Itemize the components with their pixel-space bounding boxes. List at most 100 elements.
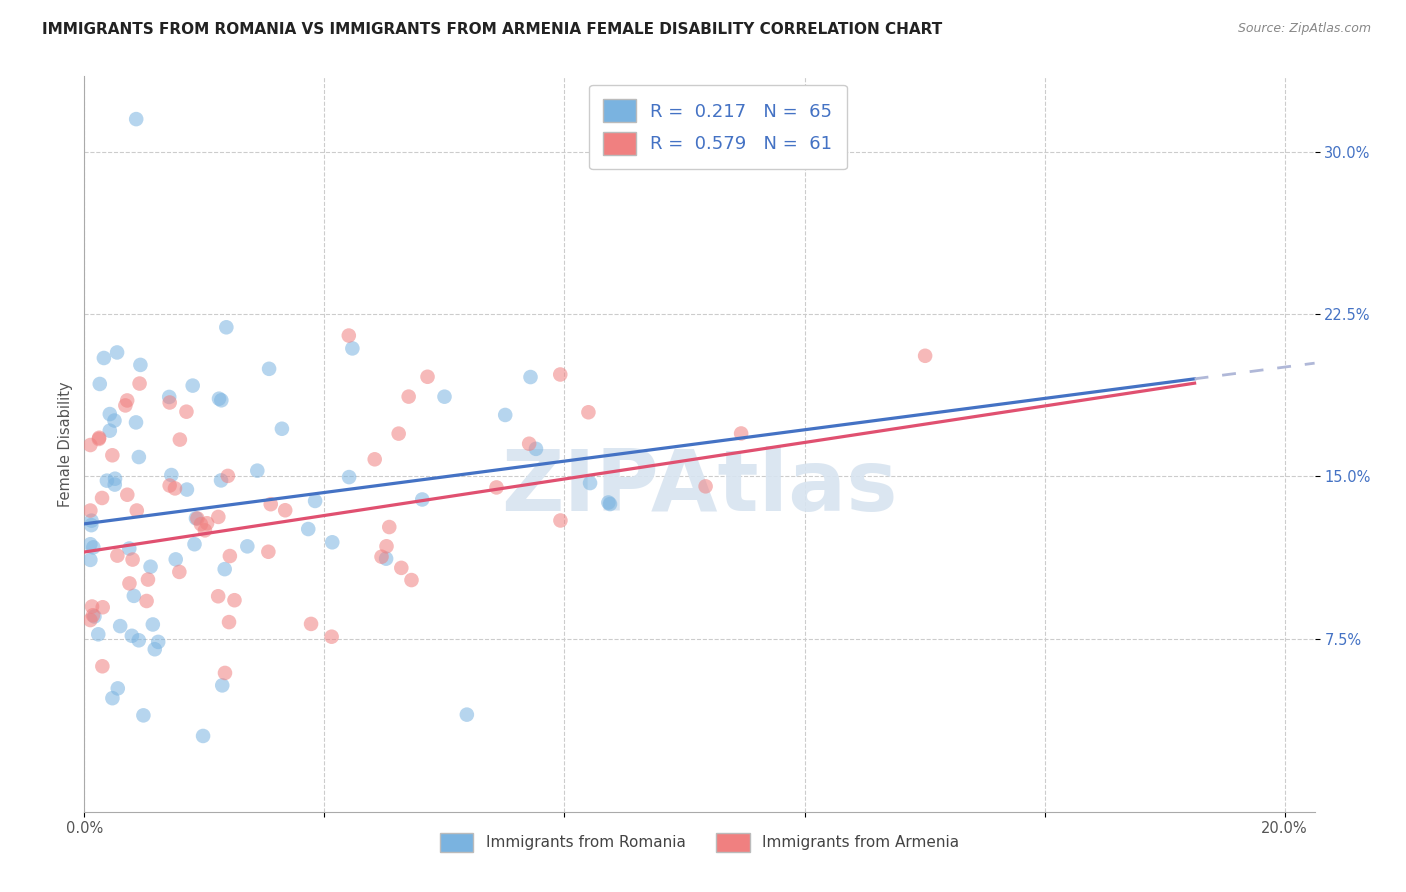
Point <box>186 511 208 525</box>
Point <box>598 495 620 509</box>
Point <box>218 549 240 563</box>
Point <box>139 559 162 574</box>
Point <box>214 562 236 576</box>
Point <box>207 510 229 524</box>
Point <box>79 613 101 627</box>
Point <box>103 413 125 427</box>
Point <box>91 659 114 673</box>
Point <box>87 627 110 641</box>
Point <box>191 729 214 743</box>
Point <box>218 615 240 629</box>
Point <box>207 589 229 603</box>
Point <box>125 112 148 127</box>
Point <box>209 393 232 408</box>
Y-axis label: Female Disability: Female Disability <box>58 381 73 507</box>
Point <box>118 576 141 591</box>
Point <box>128 450 150 464</box>
Point <box>209 474 232 488</box>
Point <box>105 345 128 359</box>
Point <box>401 573 423 587</box>
Point <box>79 537 101 551</box>
Point <box>211 678 233 692</box>
Point <box>181 378 204 392</box>
Point <box>117 488 139 502</box>
Point <box>82 608 104 623</box>
Point <box>105 549 128 563</box>
Point <box>82 541 104 555</box>
Point <box>321 630 343 644</box>
Point <box>159 395 181 409</box>
Point <box>169 433 191 447</box>
Point <box>398 390 420 404</box>
Point <box>342 342 364 356</box>
Point <box>579 476 602 491</box>
Point <box>87 432 110 446</box>
Point <box>299 616 322 631</box>
Point <box>416 369 439 384</box>
Point <box>135 594 157 608</box>
Point <box>236 540 259 554</box>
Point <box>128 376 150 391</box>
Point <box>121 552 143 566</box>
Point <box>524 442 547 456</box>
Point <box>485 480 508 494</box>
Point <box>519 370 541 384</box>
Point <box>160 468 183 483</box>
Point <box>517 436 540 450</box>
Point <box>433 390 456 404</box>
Point <box>599 497 621 511</box>
Point <box>98 407 121 421</box>
Point <box>578 405 600 419</box>
Point <box>271 422 294 436</box>
Point <box>91 491 114 505</box>
Point <box>321 535 343 549</box>
Legend: Immigrants from Romania, Immigrants from Armenia: Immigrants from Romania, Immigrants from… <box>432 825 967 859</box>
Point <box>101 448 124 462</box>
Point <box>83 609 105 624</box>
Point <box>257 361 280 376</box>
Point <box>337 470 360 484</box>
Point <box>104 477 127 491</box>
Point <box>165 552 187 566</box>
Point <box>224 593 246 607</box>
Text: Source: ZipAtlas.com: Source: ZipAtlas.com <box>1237 22 1371 36</box>
Point <box>98 424 121 438</box>
Point <box>176 405 198 419</box>
Point <box>125 503 148 517</box>
Point <box>129 358 152 372</box>
Point <box>246 464 269 478</box>
Point <box>304 494 326 508</box>
Point <box>914 349 936 363</box>
Point <box>389 561 412 575</box>
Point <box>274 503 297 517</box>
Point <box>79 438 101 452</box>
Point <box>378 520 401 534</box>
Point <box>411 492 433 507</box>
Point <box>163 482 186 496</box>
Point <box>122 589 145 603</box>
Point <box>494 408 516 422</box>
Point <box>375 539 398 553</box>
Point <box>550 513 572 527</box>
Point <box>217 469 239 483</box>
Point <box>148 635 170 649</box>
Point <box>79 503 101 517</box>
Point <box>159 478 181 492</box>
Point <box>80 518 103 533</box>
Point <box>89 376 111 391</box>
Point <box>107 681 129 696</box>
Point <box>194 524 217 538</box>
Point <box>183 537 205 551</box>
Point <box>79 553 101 567</box>
Text: ZIPAtlas: ZIPAtlas <box>501 446 898 530</box>
Point <box>695 479 717 493</box>
Point <box>370 549 392 564</box>
Point <box>214 665 236 680</box>
Point <box>195 516 218 531</box>
Point <box>257 545 280 559</box>
Point <box>260 497 283 511</box>
Point <box>176 483 198 497</box>
Point <box>136 573 159 587</box>
Point <box>125 416 148 430</box>
Point <box>388 426 411 441</box>
